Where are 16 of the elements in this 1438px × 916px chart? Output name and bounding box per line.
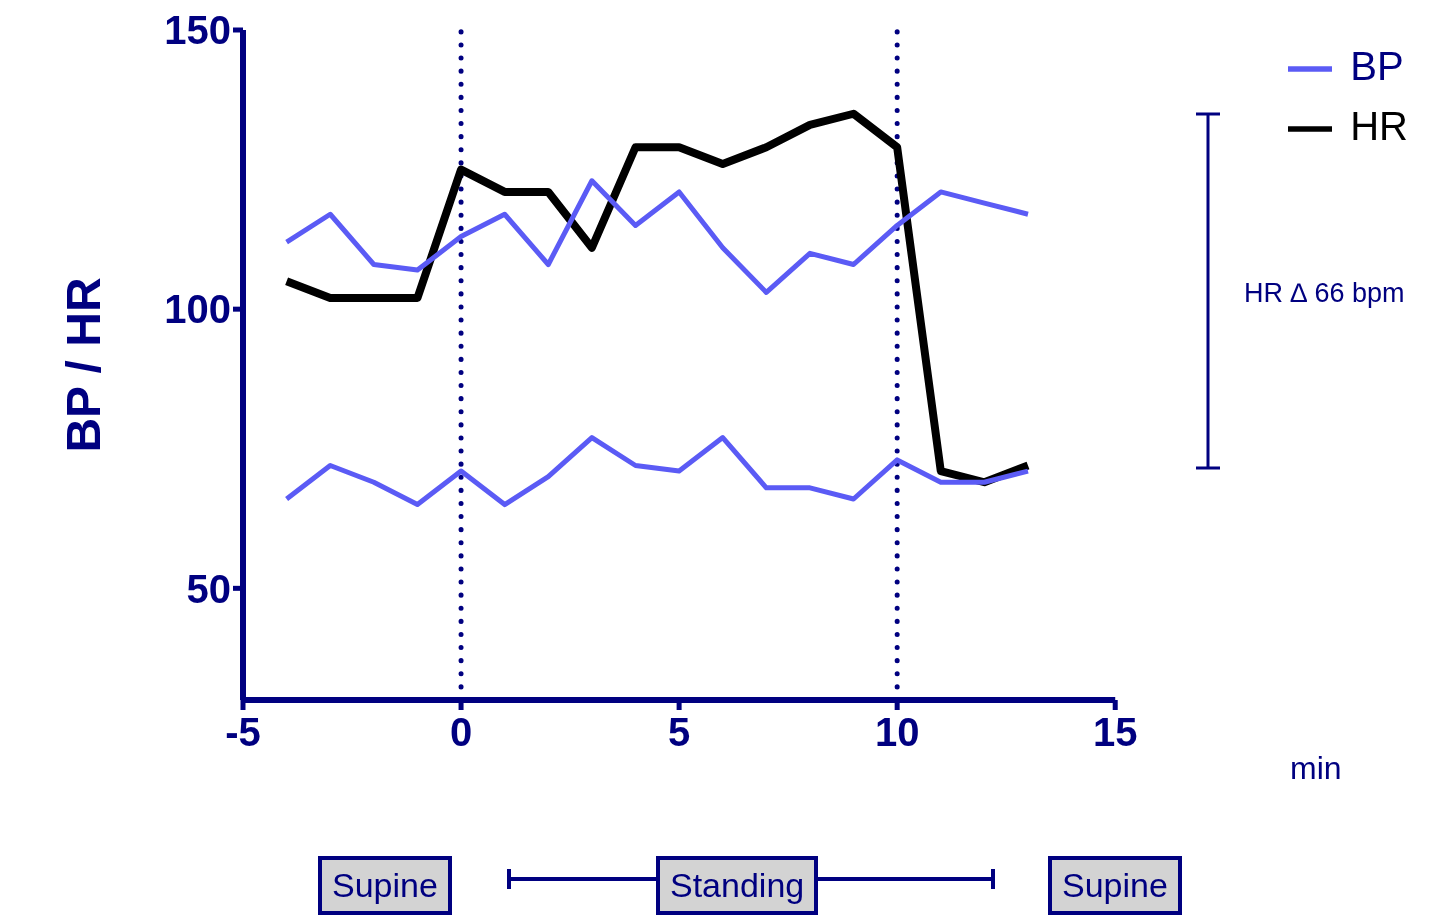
x-tick-label: 0 [449,710,473,755]
text: Standing [656,856,819,915]
text: Supine [1048,856,1182,915]
x-tick-label: 5 [667,710,691,755]
y-tick-label: 50 [186,566,231,611]
x-tick-label: 15 [1092,710,1138,755]
legend-label: BP [1350,44,1404,88]
y-axis-title: BP / HR [57,277,111,453]
text: Supine [318,856,452,915]
y-tick-label: 150 [164,8,231,53]
legend-label: HR [1350,104,1408,148]
x-tick-label: 10 [874,710,920,755]
y-tick-label: 100 [164,287,231,332]
text: HR ∆ 66 bpm [1244,278,1405,309]
x-tick-label: -5 [225,710,261,755]
x-label: min [1290,750,1342,787]
